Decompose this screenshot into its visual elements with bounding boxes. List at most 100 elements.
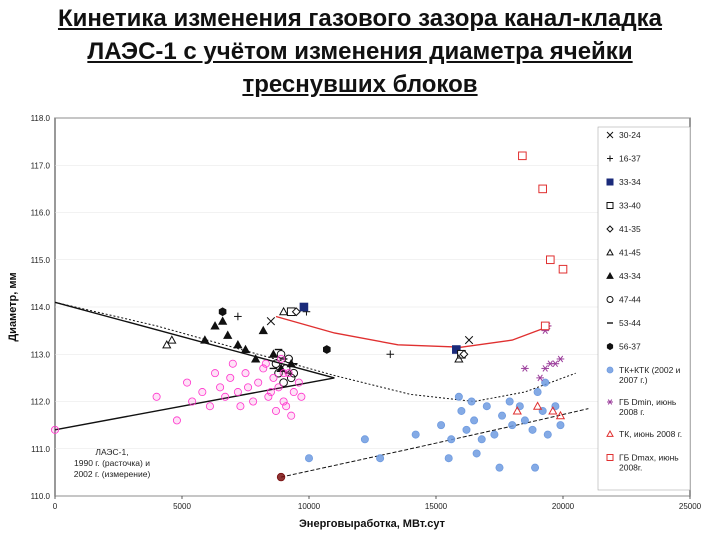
data-point: [548, 406, 558, 415]
x-tick-label: 5000: [173, 502, 191, 511]
legend-label: 16-37: [619, 154, 641, 164]
data-point: [258, 325, 268, 335]
data-point: [459, 349, 469, 359]
legend-marker: [606, 225, 614, 233]
data-point: [386, 350, 395, 359]
legend-item: 43-34: [606, 271, 641, 281]
legend-item: 47-44: [606, 295, 641, 305]
data-point: [277, 354, 286, 363]
data-point: [223, 330, 233, 339]
data-point: [558, 264, 568, 274]
data-point: [508, 421, 517, 430]
chart-title-line-2: ЛАЭС-1 с учётом изменения диаметра ячейк…: [87, 38, 633, 65]
data-point: [536, 374, 544, 382]
data-point: [541, 365, 550, 372]
data-point: [498, 411, 507, 420]
x-tick-label: 10000: [298, 502, 321, 511]
y-tick-label: 110.0: [31, 492, 51, 501]
data-point: [281, 364, 291, 373]
data-point: [470, 416, 479, 425]
legend-label: ГБ Dmin, июнь: [619, 397, 677, 407]
y-tick-label: 116.0: [31, 209, 51, 218]
data-point: [490, 430, 499, 439]
data-point: [244, 383, 253, 392]
data-point: [276, 472, 286, 482]
data-point: [512, 406, 522, 415]
legend-item: 56-37: [606, 342, 641, 352]
data-point: [152, 392, 161, 401]
data-point: [259, 364, 268, 373]
data-point: [217, 316, 228, 325]
legend: 30-24 16-37 33-34 33-40 41-35 41-45 43-34 47-44…: [606, 130, 682, 473]
trend-line: [54, 301, 576, 403]
data-point: [282, 402, 291, 411]
data-point: [411, 430, 420, 439]
legend-item: 53-44: [607, 318, 641, 328]
data-point: [200, 335, 210, 344]
legend-marker: [606, 248, 614, 256]
y-tick-label: 114.0: [31, 303, 51, 312]
data-point: [241, 369, 250, 378]
legend-item: ТК, июнь 2008 г.: [606, 429, 682, 439]
legend-label: 43-34: [619, 271, 641, 281]
grid-lines: [55, 117, 690, 497]
data-point: [543, 430, 552, 439]
data-point: [274, 383, 283, 392]
legend-marker: [606, 271, 614, 279]
data-point: [464, 335, 474, 345]
data-point: [360, 435, 369, 444]
legend-marker: [606, 429, 614, 437]
data-point: [286, 373, 296, 383]
data-point: [289, 388, 298, 397]
data-point: [271, 406, 280, 415]
data-point: [462, 425, 471, 434]
data-point: [221, 392, 230, 401]
legend-marker: [606, 296, 614, 303]
data-point: [495, 463, 504, 472]
data-point: [533, 388, 542, 397]
x-tick-labels: 0 5000 10000 15000 20000 25000: [53, 496, 702, 511]
data-point: [546, 255, 555, 265]
data-point: [278, 306, 289, 316]
data-point: [518, 151, 527, 161]
data-point: [162, 339, 172, 349]
x-tick-label: 20000: [552, 502, 575, 511]
data-point: [51, 425, 60, 434]
legend-marker: [606, 454, 614, 461]
legend-marker: [606, 366, 614, 374]
legend-label: 2007 г.): [619, 375, 648, 385]
data-point: [279, 369, 288, 378]
legend-label: 56-37: [619, 342, 641, 352]
data-point: [261, 359, 270, 368]
data-point: [528, 425, 537, 434]
data-point: [531, 463, 540, 472]
data-point: [540, 321, 550, 331]
y-tick-labels: 110.0 111.0 112.0 113.0 114.0 115.0 116.0 117.0…: [31, 114, 51, 501]
data-point: [454, 354, 464, 363]
data-point: [211, 369, 220, 378]
data-point: [228, 359, 237, 368]
trend-lines: [54, 301, 589, 478]
data-point: [251, 354, 261, 363]
data-point: [304, 454, 313, 463]
data-point: [294, 378, 303, 387]
legend-label: 30-24: [619, 130, 641, 140]
legend-label: 33-40: [619, 201, 641, 211]
annotation-line: 2002 г. (измерение): [74, 469, 151, 479]
data-point: [216, 383, 225, 392]
chart-title: Кинетика изменения газового зазора канал…: [0, 2, 720, 101]
legend-label: ТК+КТК (2002 и: [619, 365, 681, 375]
data-point: [538, 406, 547, 415]
x-tick-label: 25000: [679, 502, 702, 511]
legend-label: 2008 г.: [619, 407, 645, 417]
data-point: [279, 397, 288, 406]
legend-label: 53-44: [619, 318, 641, 328]
legend-item: 30-24: [606, 130, 641, 140]
data-point: [454, 392, 463, 401]
x-axis-label: Энерговыработка, МВт.сут: [299, 518, 446, 530]
legend-label: 47-44: [619, 295, 641, 305]
data-point: [556, 355, 565, 363]
data-point: [167, 335, 177, 344]
